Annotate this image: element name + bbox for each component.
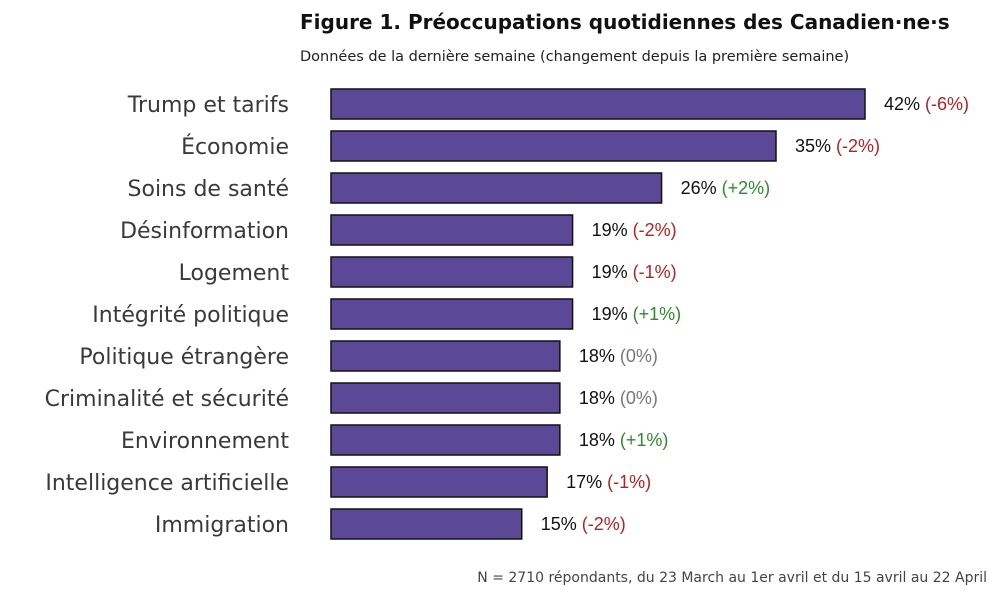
category-label: Intelligence artificielle: [45, 471, 289, 496]
value-text: 26%: [681, 178, 722, 198]
value-text: 42%: [884, 94, 925, 114]
value-label: 19% (-2%): [592, 220, 677, 240]
category-label: Immigration: [155, 513, 289, 538]
bar: [330, 88, 866, 120]
bar: [330, 214, 574, 246]
category-label: Trump et tarifs: [127, 93, 289, 118]
category-label: Intégrité politique: [92, 303, 289, 328]
value-text: 18%: [579, 430, 620, 450]
bar: [330, 466, 548, 498]
change-text: (+2%): [722, 178, 771, 198]
value-label: 18% (0%): [579, 346, 658, 366]
value-text: 15%: [541, 514, 582, 534]
value-text: 19%: [592, 262, 633, 282]
change-text: (-2%): [836, 136, 880, 156]
category-label: Soins de santé: [128, 177, 289, 202]
value-text: 18%: [579, 346, 620, 366]
sample-note: N = 2710 répondants, du 23 March au 1er …: [477, 570, 987, 586]
value-text: 35%: [795, 136, 836, 156]
value-text: 17%: [566, 472, 607, 492]
change-text: (-2%): [582, 514, 626, 534]
category-label: Économie: [181, 134, 289, 160]
value-text: 18%: [579, 388, 620, 408]
value-label: 42% (-6%): [884, 94, 969, 114]
change-text: (-1%): [633, 262, 677, 282]
change-text: (+1%): [620, 430, 669, 450]
value-label: 15% (-2%): [541, 514, 626, 534]
category-label: Désinformation: [120, 219, 289, 244]
bar: [330, 130, 777, 162]
chart-title: Figure 1. Préoccupations quotidiennes de…: [300, 10, 950, 34]
change-text: (+1%): [633, 304, 682, 324]
category-label: Politique étrangère: [79, 345, 289, 370]
bar: [330, 424, 561, 456]
category-label: Logement: [179, 261, 290, 286]
value-label: 18% (0%): [579, 388, 658, 408]
value-label: 19% (-1%): [592, 262, 677, 282]
bar: [330, 508, 523, 540]
bar: [330, 382, 561, 414]
value-label: 26% (+2%): [681, 178, 771, 198]
chart-subtitle: Données de la dernière semaine (changeme…: [300, 49, 849, 65]
change-text: (0%): [620, 388, 658, 408]
value-label: 18% (+1%): [579, 430, 669, 450]
bar: [330, 298, 574, 330]
change-text: (-2%): [633, 220, 677, 240]
category-label: Environnement: [121, 429, 289, 454]
value-text: 19%: [592, 304, 633, 324]
bar: [330, 172, 663, 204]
bar: [330, 256, 574, 288]
value-text: 19%: [592, 220, 633, 240]
value-label: 17% (-1%): [566, 472, 651, 492]
change-text: (-6%): [925, 94, 969, 114]
change-text: (0%): [620, 346, 658, 366]
value-label: 35% (-2%): [795, 136, 880, 156]
bar: [330, 340, 561, 372]
category-label: Criminalité et sécurité: [45, 387, 289, 412]
value-label: 19% (+1%): [592, 304, 682, 324]
change-text: (-1%): [607, 472, 651, 492]
bars-group: Trump et tarifs 42% (-6%) Économie 35% (-2%…: [45, 88, 969, 540]
